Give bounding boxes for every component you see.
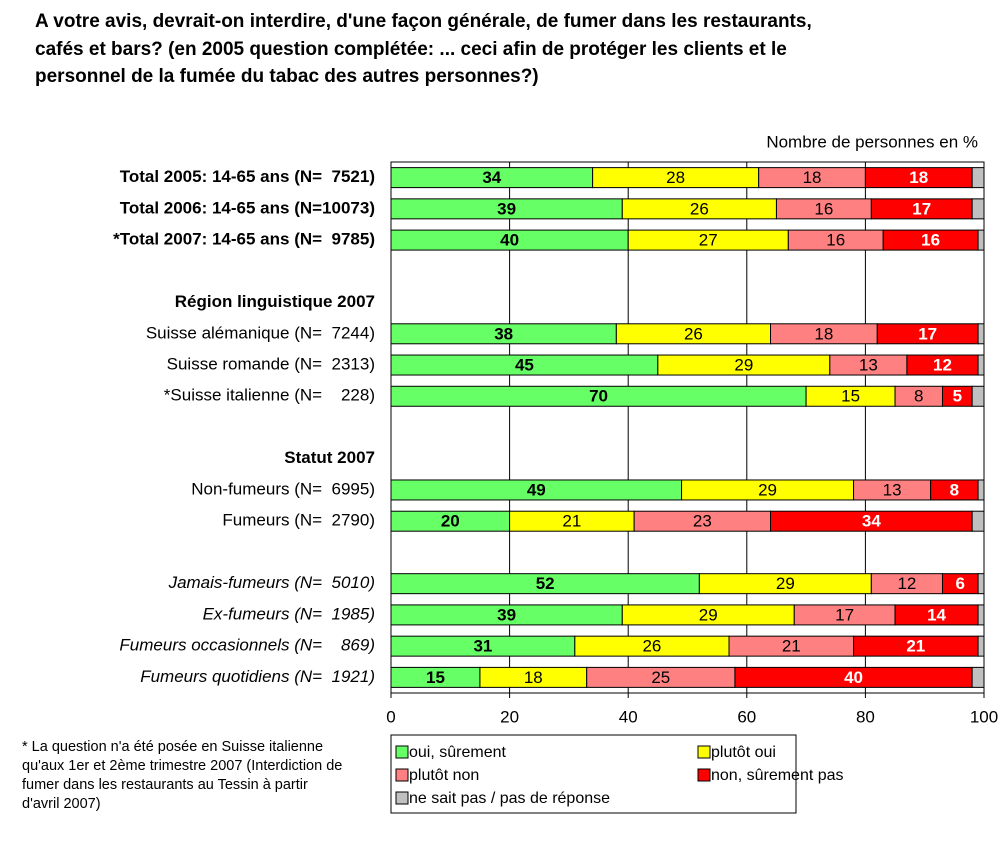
legend-label: non, sûrement pas — [711, 767, 844, 784]
data-label: 34 — [862, 512, 881, 531]
data-label: 70 — [589, 387, 608, 406]
bar-segment — [977, 229, 985, 251]
data-label: 31 — [473, 637, 492, 656]
bar-segment — [977, 354, 985, 376]
x-tick-label: 20 — [500, 707, 519, 726]
category-label: Total 2005: 14-65 ans (N= 7521) — [120, 167, 375, 186]
legend-swatch — [395, 768, 409, 782]
data-label: 23 — [693, 512, 712, 531]
bar-segment — [971, 666, 985, 688]
x-tick-label: 0 — [386, 707, 395, 726]
data-label: 34 — [482, 168, 501, 187]
data-label: 28 — [666, 168, 685, 187]
data-label: 18 — [814, 324, 833, 343]
data-label: 26 — [690, 199, 709, 218]
category-label: Région linguistique 2007 — [175, 292, 375, 311]
data-label: 17 — [918, 324, 937, 343]
legend-swatch — [395, 791, 409, 805]
data-label: 16 — [921, 231, 940, 250]
data-label: 29 — [776, 574, 795, 593]
data-label: 20 — [441, 512, 460, 531]
data-label: 21 — [782, 637, 801, 656]
bar-segment — [971, 510, 985, 532]
data-label: 45 — [515, 356, 534, 375]
data-label: 16 — [826, 231, 845, 250]
data-label: 29 — [699, 605, 718, 624]
x-tick-label: 100 — [970, 707, 998, 726]
legend-label: plutôt non — [409, 767, 479, 784]
data-label: 39 — [497, 605, 516, 624]
data-label: 39 — [497, 199, 516, 218]
legend-box — [390, 734, 797, 814]
data-label: 8 — [950, 480, 959, 499]
bar-segment — [971, 385, 985, 407]
category-label: Suisse alémanique (N= 7244) — [146, 323, 375, 342]
legend-label: ne sait pas / pas de réponse — [409, 790, 610, 807]
data-label: 15 — [426, 668, 445, 687]
data-label: 21 — [562, 512, 581, 531]
data-label: 40 — [500, 231, 519, 250]
unit-label: Nombre de personnes en % — [766, 132, 978, 151]
data-label: 25 — [651, 668, 670, 687]
category-label: Fumeurs quotidiens (N= 1921) — [140, 667, 375, 686]
data-label: 49 — [527, 480, 546, 499]
bar-segment — [971, 167, 985, 189]
data-label: 26 — [684, 324, 703, 343]
category-label: Total 2006: 14-65 ans (N=10073) — [120, 198, 375, 217]
bar-segment — [977, 573, 985, 595]
chart-title: A votre avis, devrait-on interdire, d'un… — [35, 11, 812, 87]
data-label: 26 — [642, 637, 661, 656]
data-label: 14 — [927, 605, 946, 624]
data-label: 52 — [536, 574, 555, 593]
data-label: 16 — [814, 199, 833, 218]
data-label: 17 — [835, 605, 854, 624]
bar-segment — [971, 198, 985, 220]
data-label: 38 — [494, 324, 513, 343]
data-label: 13 — [859, 356, 878, 375]
x-tick-label: 60 — [737, 707, 756, 726]
legend-swatch — [697, 745, 711, 759]
category-label: Fumeurs (N= 2790) — [222, 511, 375, 530]
data-label: 29 — [758, 480, 777, 499]
category-label: Jamais-fumeurs (N= 5010) — [168, 573, 375, 592]
data-label: 5 — [953, 387, 962, 406]
category-label: *Suisse italienne (N= 228) — [164, 386, 375, 405]
category-label: Fumeurs occasionnels (N= 869) — [119, 636, 375, 655]
data-label: 6 — [956, 574, 965, 593]
category-label: Suisse romande (N= 2313) — [167, 355, 375, 374]
bar-segment — [977, 323, 985, 345]
category-label: Statut 2007 — [284, 448, 375, 467]
data-label: 17 — [912, 199, 931, 218]
category-label: *Total 2007: 14-65 ans (N= 9785) — [113, 230, 375, 249]
data-label: 13 — [883, 480, 902, 499]
bar-segment — [977, 635, 985, 657]
data-label: 8 — [914, 387, 923, 406]
legend-label: plutôt oui — [711, 744, 776, 761]
data-label: 27 — [699, 231, 718, 250]
bar-segment — [977, 604, 985, 626]
footnote: * La question n'a été posée en Suisse it… — [22, 739, 343, 812]
legend-swatch — [697, 768, 711, 782]
data-label: 29 — [734, 356, 753, 375]
x-tick-label: 40 — [619, 707, 638, 726]
data-label: 12 — [933, 356, 952, 375]
data-label: 40 — [844, 668, 863, 687]
category-label: Ex-fumeurs (N= 1985) — [203, 604, 375, 623]
data-label: 15 — [841, 387, 860, 406]
x-tick-label: 80 — [856, 707, 875, 726]
legend-label: oui, sûrement — [409, 744, 506, 761]
data-label: 12 — [897, 574, 916, 593]
category-label: Non-fumeurs (N= 6995) — [191, 479, 375, 498]
bar-segment — [977, 479, 985, 501]
legend-swatch — [395, 745, 409, 759]
data-label: 18 — [524, 668, 543, 687]
data-label: 18 — [803, 168, 822, 187]
data-label: 21 — [906, 637, 925, 656]
data-label: 18 — [909, 168, 928, 187]
